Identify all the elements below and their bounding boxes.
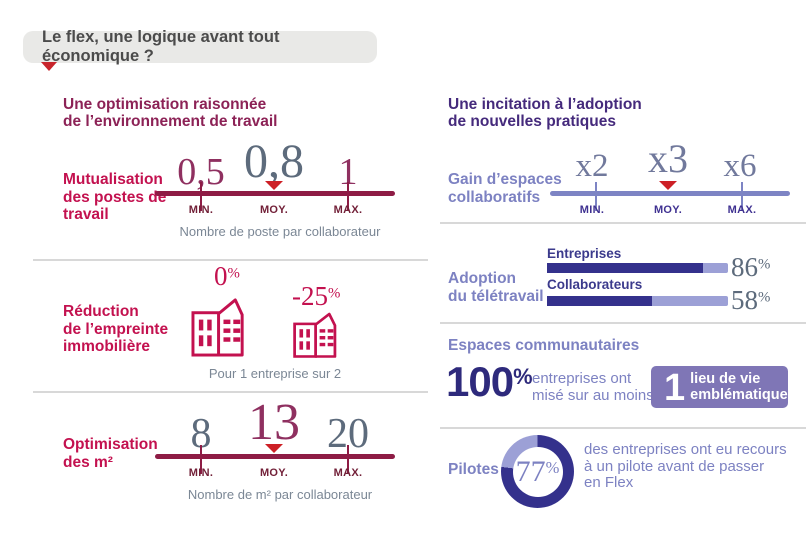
scale-tick-max xyxy=(347,182,349,211)
left-column-heading: Une optimisation raisonnée de l’environn… xyxy=(63,96,278,130)
bar-fill-entreprises xyxy=(547,263,703,273)
divider xyxy=(440,427,806,429)
stat-value-2: -25% xyxy=(292,281,341,311)
bar-label-collaborateurs: Collaborateurs xyxy=(547,277,643,292)
bar-track-entreprises xyxy=(547,263,728,273)
scale-tick-max xyxy=(741,182,743,211)
section-label-espaces: Espaces communautaires xyxy=(448,337,640,354)
reduction-caption: Pour 1 entreprise sur 2 xyxy=(208,366,342,381)
scale-optimisation: 8 13 20 MIN. MOY. MAX. Nombre de m² par … xyxy=(155,397,415,503)
section-label-optimisation: Optimisation des m² xyxy=(63,436,158,471)
scale-min-label: MIN. xyxy=(579,204,605,216)
scale-mutualisation: 0,5 0,8 1 MIN. MOY. MAX. Nombre de poste… xyxy=(155,135,415,240)
scale-max-label: MAX. xyxy=(727,204,757,216)
scale-caption: Nombre de poste par collaborateur xyxy=(179,224,381,239)
bar-value-collaborateurs: 58% xyxy=(731,285,771,315)
pilotes-text: des entreprises ont eu recours à un pilo… xyxy=(584,441,787,491)
divider xyxy=(440,222,806,224)
pilotes-donut: 77% xyxy=(501,435,574,508)
scale-min-label: MIN. xyxy=(188,467,214,479)
scale-min-value: x2 xyxy=(575,148,609,184)
title-arrow-icon xyxy=(41,62,57,71)
scale-line xyxy=(550,191,790,196)
scale-max-label: MAX. xyxy=(333,467,363,479)
right-column-heading: Une incitation à l’adoption de nouvelles… xyxy=(448,96,642,130)
scale-moy-value: 13 xyxy=(248,394,300,451)
moy-marker-icon xyxy=(265,444,283,453)
espaces-text: entreprises ont misé sur au moins xyxy=(532,370,654,404)
scale-tick-max xyxy=(347,445,349,474)
bar-fill-collaborateurs xyxy=(547,296,652,306)
scale-min-label: MIN. xyxy=(188,204,214,216)
bar-value-entreprises: 86% xyxy=(731,252,771,282)
scale-tick-min xyxy=(595,182,597,211)
divider xyxy=(33,391,428,393)
page-title: Le flex, une logique avant tout économiq… xyxy=(42,28,280,65)
espaces-highlight-box: 1 lieu de vie emblématique xyxy=(651,366,788,408)
scale-max-label: MAX. xyxy=(333,204,363,216)
scale-line xyxy=(155,454,395,459)
scale-max-value: 1 xyxy=(338,151,358,193)
scale-moy-label: MOY. xyxy=(259,204,289,216)
scale-max-value: x6 xyxy=(723,148,757,184)
donut-value: 77% xyxy=(515,454,560,488)
scale-caption: Nombre de m² par collaborateur xyxy=(187,487,373,502)
box-number: 1 xyxy=(664,367,686,409)
stat-value-1: 0% xyxy=(214,261,240,291)
scale-gain: x2 x3 x6 MIN. MOY. MAX. xyxy=(550,136,810,240)
divider xyxy=(440,322,806,324)
section-label-pilotes: Pilotes xyxy=(448,461,499,478)
bar-label-entreprises: Entreprises xyxy=(547,246,622,261)
scale-min-value: 8 xyxy=(190,411,212,457)
scale-moy-value: x3 xyxy=(648,136,688,181)
section-label-teletravail: Adoption du télétravail xyxy=(448,270,544,305)
divider xyxy=(33,259,428,261)
moy-marker-icon xyxy=(659,181,677,190)
section-label-reduction: Réduction de l’empreinte immobilière xyxy=(63,303,169,355)
title-banner: Le flex, une logique avant tout économiq… xyxy=(23,28,377,65)
section-label-gain: Gain d’espaces collaboratifs xyxy=(448,171,562,206)
buildings-icon-small xyxy=(293,312,337,358)
section-label-mutualisation: Mutualisation des postes de travail xyxy=(63,171,167,223)
scale-tick-min xyxy=(200,445,202,474)
box-text: lieu de vie emblématique xyxy=(690,371,788,403)
scale-moy-label: MOY. xyxy=(653,204,683,216)
espaces-big-stat: 100% xyxy=(446,358,533,405)
scale-line xyxy=(155,191,395,196)
moy-marker-icon xyxy=(265,181,283,190)
scale-moy-label: MOY. xyxy=(259,467,289,479)
buildings-icon-large xyxy=(191,298,244,357)
bar-track-collaborateurs xyxy=(547,296,728,306)
scale-tick-min xyxy=(200,182,202,211)
scale-moy-value: 0,8 xyxy=(244,135,304,188)
